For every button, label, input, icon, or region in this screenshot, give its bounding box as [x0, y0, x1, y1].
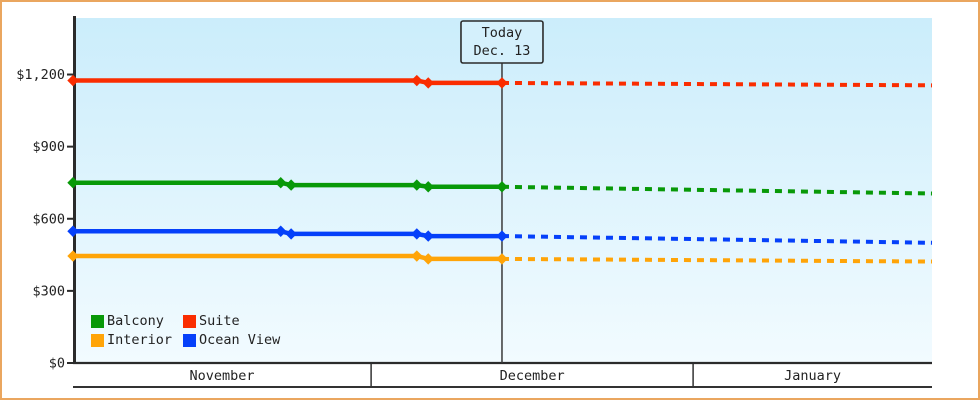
- marker-ocean-view: [285, 228, 297, 240]
- marker-ocean-view: [67, 225, 79, 237]
- marker-suite: [422, 77, 434, 89]
- marker-balcony: [496, 181, 508, 193]
- marker-suite: [411, 74, 423, 87]
- y-tick-label: $900: [32, 139, 65, 155]
- forecast-line-ocean-view: [501, 234, 933, 245]
- marker-balcony: [275, 177, 287, 189]
- legend-label: Balcony: [107, 313, 164, 329]
- y-tick-label: $600: [32, 211, 65, 227]
- y-tick-label: $300: [32, 283, 65, 299]
- forecast-line-balcony: [501, 184, 933, 196]
- month-label: November: [190, 368, 255, 384]
- legend-item-ocean-view: Ocean View: [183, 332, 281, 348]
- month-label: January: [784, 368, 841, 384]
- legend-item-suite: Suite: [183, 313, 280, 329]
- marker-ocean-view: [422, 230, 434, 242]
- forecast-line-suite: [501, 80, 933, 88]
- marker-balcony: [67, 177, 79, 189]
- today-box: [460, 20, 544, 64]
- y-tick-label: $1,200: [16, 67, 65, 83]
- y-tick-label: $0: [49, 356, 65, 372]
- today-box-date: Dec. 13: [474, 43, 531, 59]
- history-line-suite: [73, 78, 502, 86]
- history-line-balcony: [73, 180, 502, 190]
- legend-item-interior: Interior: [91, 332, 183, 348]
- today-box-label: Today: [482, 25, 523, 41]
- legend-item-balcony: Balcony: [91, 313, 183, 329]
- suite-swatch-icon: [183, 314, 196, 328]
- marker-interior: [67, 250, 79, 262]
- marker-ocean-view: [496, 230, 508, 242]
- marker-balcony: [422, 181, 434, 193]
- ocean-view-swatch-icon: [183, 333, 196, 347]
- legend-label: Interior: [107, 332, 173, 348]
- marker-balcony: [411, 179, 423, 191]
- history-line-interior: [73, 253, 502, 262]
- forecast-line-interior: [501, 256, 933, 264]
- marker-suite: [67, 74, 79, 87]
- history-line-ocean-view: [73, 229, 502, 239]
- marker-ocean-view: [275, 225, 287, 237]
- legend-label: Suite: [199, 313, 240, 329]
- legend-label: Ocean View: [199, 332, 281, 348]
- marker-suite: [496, 77, 508, 89]
- marker-ocean-view: [411, 228, 423, 240]
- legend: Balcony Suite Interior Ocean View: [91, 313, 281, 348]
- interior-swatch-icon: [91, 333, 104, 347]
- marker-balcony: [285, 179, 297, 191]
- month-label: December: [500, 368, 565, 384]
- balcony-swatch-icon: [91, 314, 104, 328]
- marker-interior: [411, 250, 423, 262]
